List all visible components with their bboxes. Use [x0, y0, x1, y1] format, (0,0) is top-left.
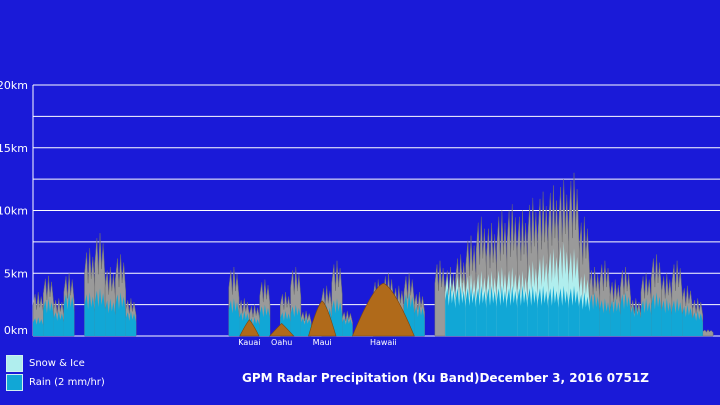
- series-2-bar-48: [630, 304, 641, 336]
- series-2-bar-7: [105, 298, 116, 336]
- series-2-bar-50: [651, 292, 662, 336]
- series-2-bar-12: [228, 298, 240, 336]
- series-2-bar-2: [53, 310, 64, 336]
- island-labels: Kauai Oahu Maui Hawaii: [238, 338, 396, 347]
- series-2-bar-47: [620, 292, 631, 336]
- series-2-bar-34: [486, 285, 497, 336]
- series-2-bar-9: [125, 310, 137, 336]
- series-2-bar-6: [94, 288, 106, 336]
- legend-swatch-rain: [6, 374, 23, 391]
- island-maui: [308, 300, 337, 337]
- series-2-bar-39: [537, 285, 549, 336]
- legend: Snow & Ice Rain (2 mm/hr): [6, 354, 105, 392]
- series-2-bar-19: [300, 317, 312, 336]
- legend-item-rain: Rain (2 mm/hr): [6, 373, 105, 392]
- series-2-bar-44: [589, 292, 600, 336]
- series-2-bar-42: [568, 285, 580, 336]
- y-axis-tick-labels: 0km 5km 10km 15km 20km: [0, 79, 28, 337]
- y-tick-label-2: 10km: [0, 205, 28, 218]
- series-2-bar-43: [579, 292, 590, 336]
- series-2-bar-52: [671, 298, 683, 336]
- series-2-bar-32: [465, 285, 477, 336]
- chart-title-block: GPM Radar Precipitation (Ku Band)Decembe…: [242, 371, 649, 385]
- series-2-bar-1: [43, 298, 54, 336]
- y-tick-label-1: 5km: [4, 267, 28, 280]
- series-2-bar-38: [527, 285, 538, 336]
- series-2-bar-49: [641, 298, 652, 336]
- island-kauai: [239, 319, 260, 337]
- series-2-bar-0: [33, 317, 44, 336]
- series-2-bar-5: [84, 292, 95, 336]
- island-label-oahu: Oahu: [271, 338, 292, 347]
- series-2-bar-36: [507, 285, 518, 336]
- island-layer: [239, 282, 415, 337]
- series-2-bar-51: [661, 298, 672, 336]
- series-2-bar-35: [496, 285, 507, 336]
- island-oahu: [268, 323, 295, 337]
- series-2-bar-53: [682, 304, 693, 336]
- y-tick-label-3: 15km: [0, 142, 28, 155]
- series-2-bar-8: [115, 292, 126, 336]
- island-label-kauai: Kauai: [238, 338, 260, 347]
- series-0-bar-65: [702, 329, 714, 337]
- series-2-bar-31: [455, 285, 466, 336]
- grid-lines: [32, 84, 720, 337]
- chart-title: GPM Radar Precipitation (Ku Band): [242, 371, 480, 385]
- legend-item-snow-ice: Snow & Ice: [6, 354, 105, 373]
- series-2-bar-15: [259, 304, 270, 336]
- island-label-maui: Maui: [313, 338, 332, 347]
- chart-timestamp: December 3, 2016 0751Z: [479, 371, 649, 385]
- y-tick-label-0: 0km: [4, 324, 28, 337]
- series-2-bar-30: [445, 285, 456, 336]
- legend-swatch-snow-ice: [6, 355, 23, 372]
- series-2-bar-46: [610, 298, 621, 336]
- series-2-bar-3: [63, 292, 75, 336]
- island-label-hawaii: Hawaii: [370, 338, 397, 347]
- legend-label-snow-ice: Snow & Ice: [29, 358, 85, 369]
- series-0-bar-39: [434, 260, 446, 337]
- series-2-bar-54: [692, 310, 703, 336]
- series-2-bar-41: [558, 285, 569, 336]
- series-2-bar-40: [548, 285, 559, 336]
- series-2-bar-45: [599, 298, 611, 336]
- series-2-bar-37: [517, 285, 528, 336]
- series-2-bar-29: [414, 304, 425, 336]
- series-layer: [32, 172, 714, 337]
- series-2-bar-23: [342, 317, 353, 336]
- series-2-bar-18: [290, 304, 301, 336]
- series-2-bar-22: [331, 298, 343, 336]
- island-hawaii: [352, 282, 415, 337]
- series-2-bar-33: [476, 285, 487, 336]
- y-tick-label-4: 20km: [0, 79, 28, 92]
- legend-label-rain: Rain (2 mm/hr): [29, 377, 105, 388]
